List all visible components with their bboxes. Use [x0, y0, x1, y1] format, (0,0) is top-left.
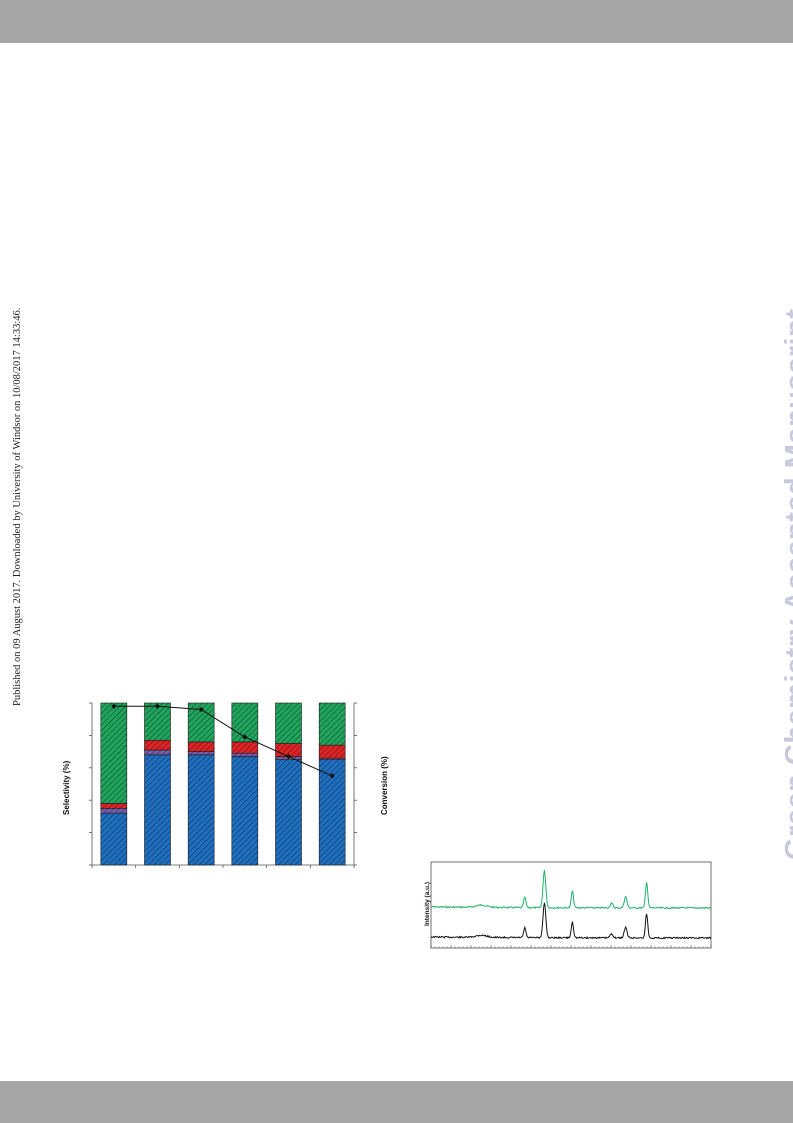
conversion-point — [285, 753, 292, 760]
bar-segment-blue — [275, 759, 302, 866]
xrd-trace-green — [430, 870, 712, 910]
bar-segment-blue — [231, 756, 259, 866]
bar-segment-green — [275, 702, 302, 744]
bar-segment-blue — [144, 754, 171, 866]
conversion-point — [242, 734, 248, 740]
bar-segment-green — [318, 702, 346, 746]
header-band — [0, 0, 793, 43]
xrd-trace-black — [430, 902, 712, 940]
bar-segment-blue — [100, 812, 128, 866]
conversion-line — [113, 705, 333, 777]
plot-frame — [430, 861, 712, 949]
conversion-point — [198, 706, 204, 713]
conversion-point — [154, 703, 161, 709]
bar-segment-blue — [187, 754, 215, 866]
conversion-point — [111, 703, 117, 709]
bar-segment-green — [100, 702, 128, 804]
conversion-point — [329, 773, 335, 779]
y-axis-title-intensity: Intensity (a.u.) — [424, 881, 431, 926]
bar-segment-green — [144, 702, 171, 741]
footer-band — [0, 1081, 793, 1123]
